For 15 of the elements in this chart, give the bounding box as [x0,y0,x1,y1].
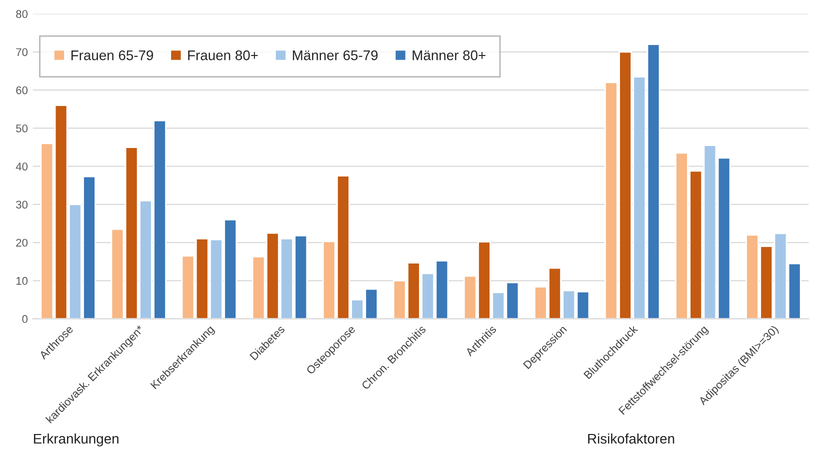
y-tick-label: 50 [16,124,28,132]
y-tick-label: 60 [16,86,28,94]
legend-label: Frauen 80+ [188,50,258,60]
y-tick-label: 80 [16,10,28,18]
y-tick-label: 30 [16,200,28,209]
legend-label: Männer 65-79 [292,50,378,60]
text: Risikofaktoren [588,433,674,444]
legend-label: Frauen 65-79 [71,50,154,60]
y-tick-label: 0 [22,315,28,323]
y-tick-label: 10 [16,276,28,285]
y-tick-label: 70 [16,48,28,56]
legend-label: Männer 80+ [412,50,486,60]
y-tick-label: 40 [16,162,28,170]
text: Erkrankungen [34,433,118,446]
y-tick-label: 20 [16,238,28,247]
